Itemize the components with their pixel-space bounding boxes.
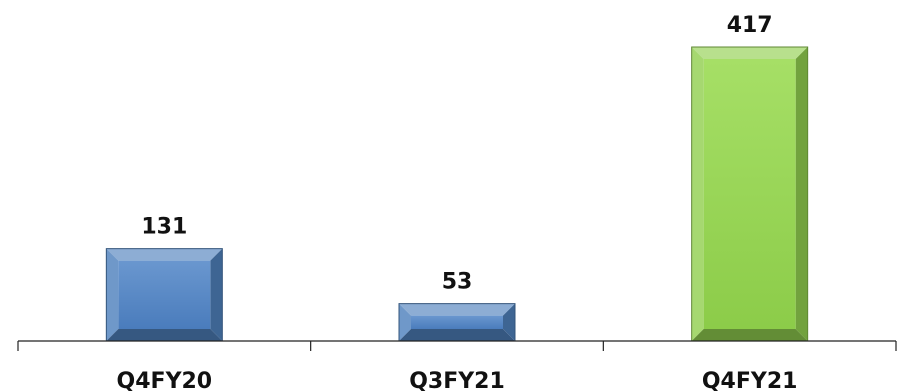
bar-q4fy21 bbox=[691, 46, 809, 342]
x-tick-label-q3fy21: Q3FY21 bbox=[409, 369, 505, 391]
data-label-q4fy20: 131 bbox=[141, 215, 187, 240]
x-axis bbox=[17, 340, 897, 351]
data-labels-group: 131 53 417 bbox=[141, 13, 772, 295]
bars-group bbox=[105, 46, 809, 342]
x-tick-label-q4fy20: Q4FY20 bbox=[117, 369, 213, 391]
bar-q4fy20 bbox=[105, 248, 223, 342]
data-label-q3fy21: 53 bbox=[442, 270, 473, 295]
x-tick-labels-group: Q4FY20 Q3FY21 Q4FY21 bbox=[117, 369, 798, 391]
x-tick-label-q4fy21: Q4FY21 bbox=[702, 369, 798, 391]
bar-q3fy21 bbox=[398, 303, 516, 342]
data-label-q4fy21: 417 bbox=[727, 13, 773, 38]
